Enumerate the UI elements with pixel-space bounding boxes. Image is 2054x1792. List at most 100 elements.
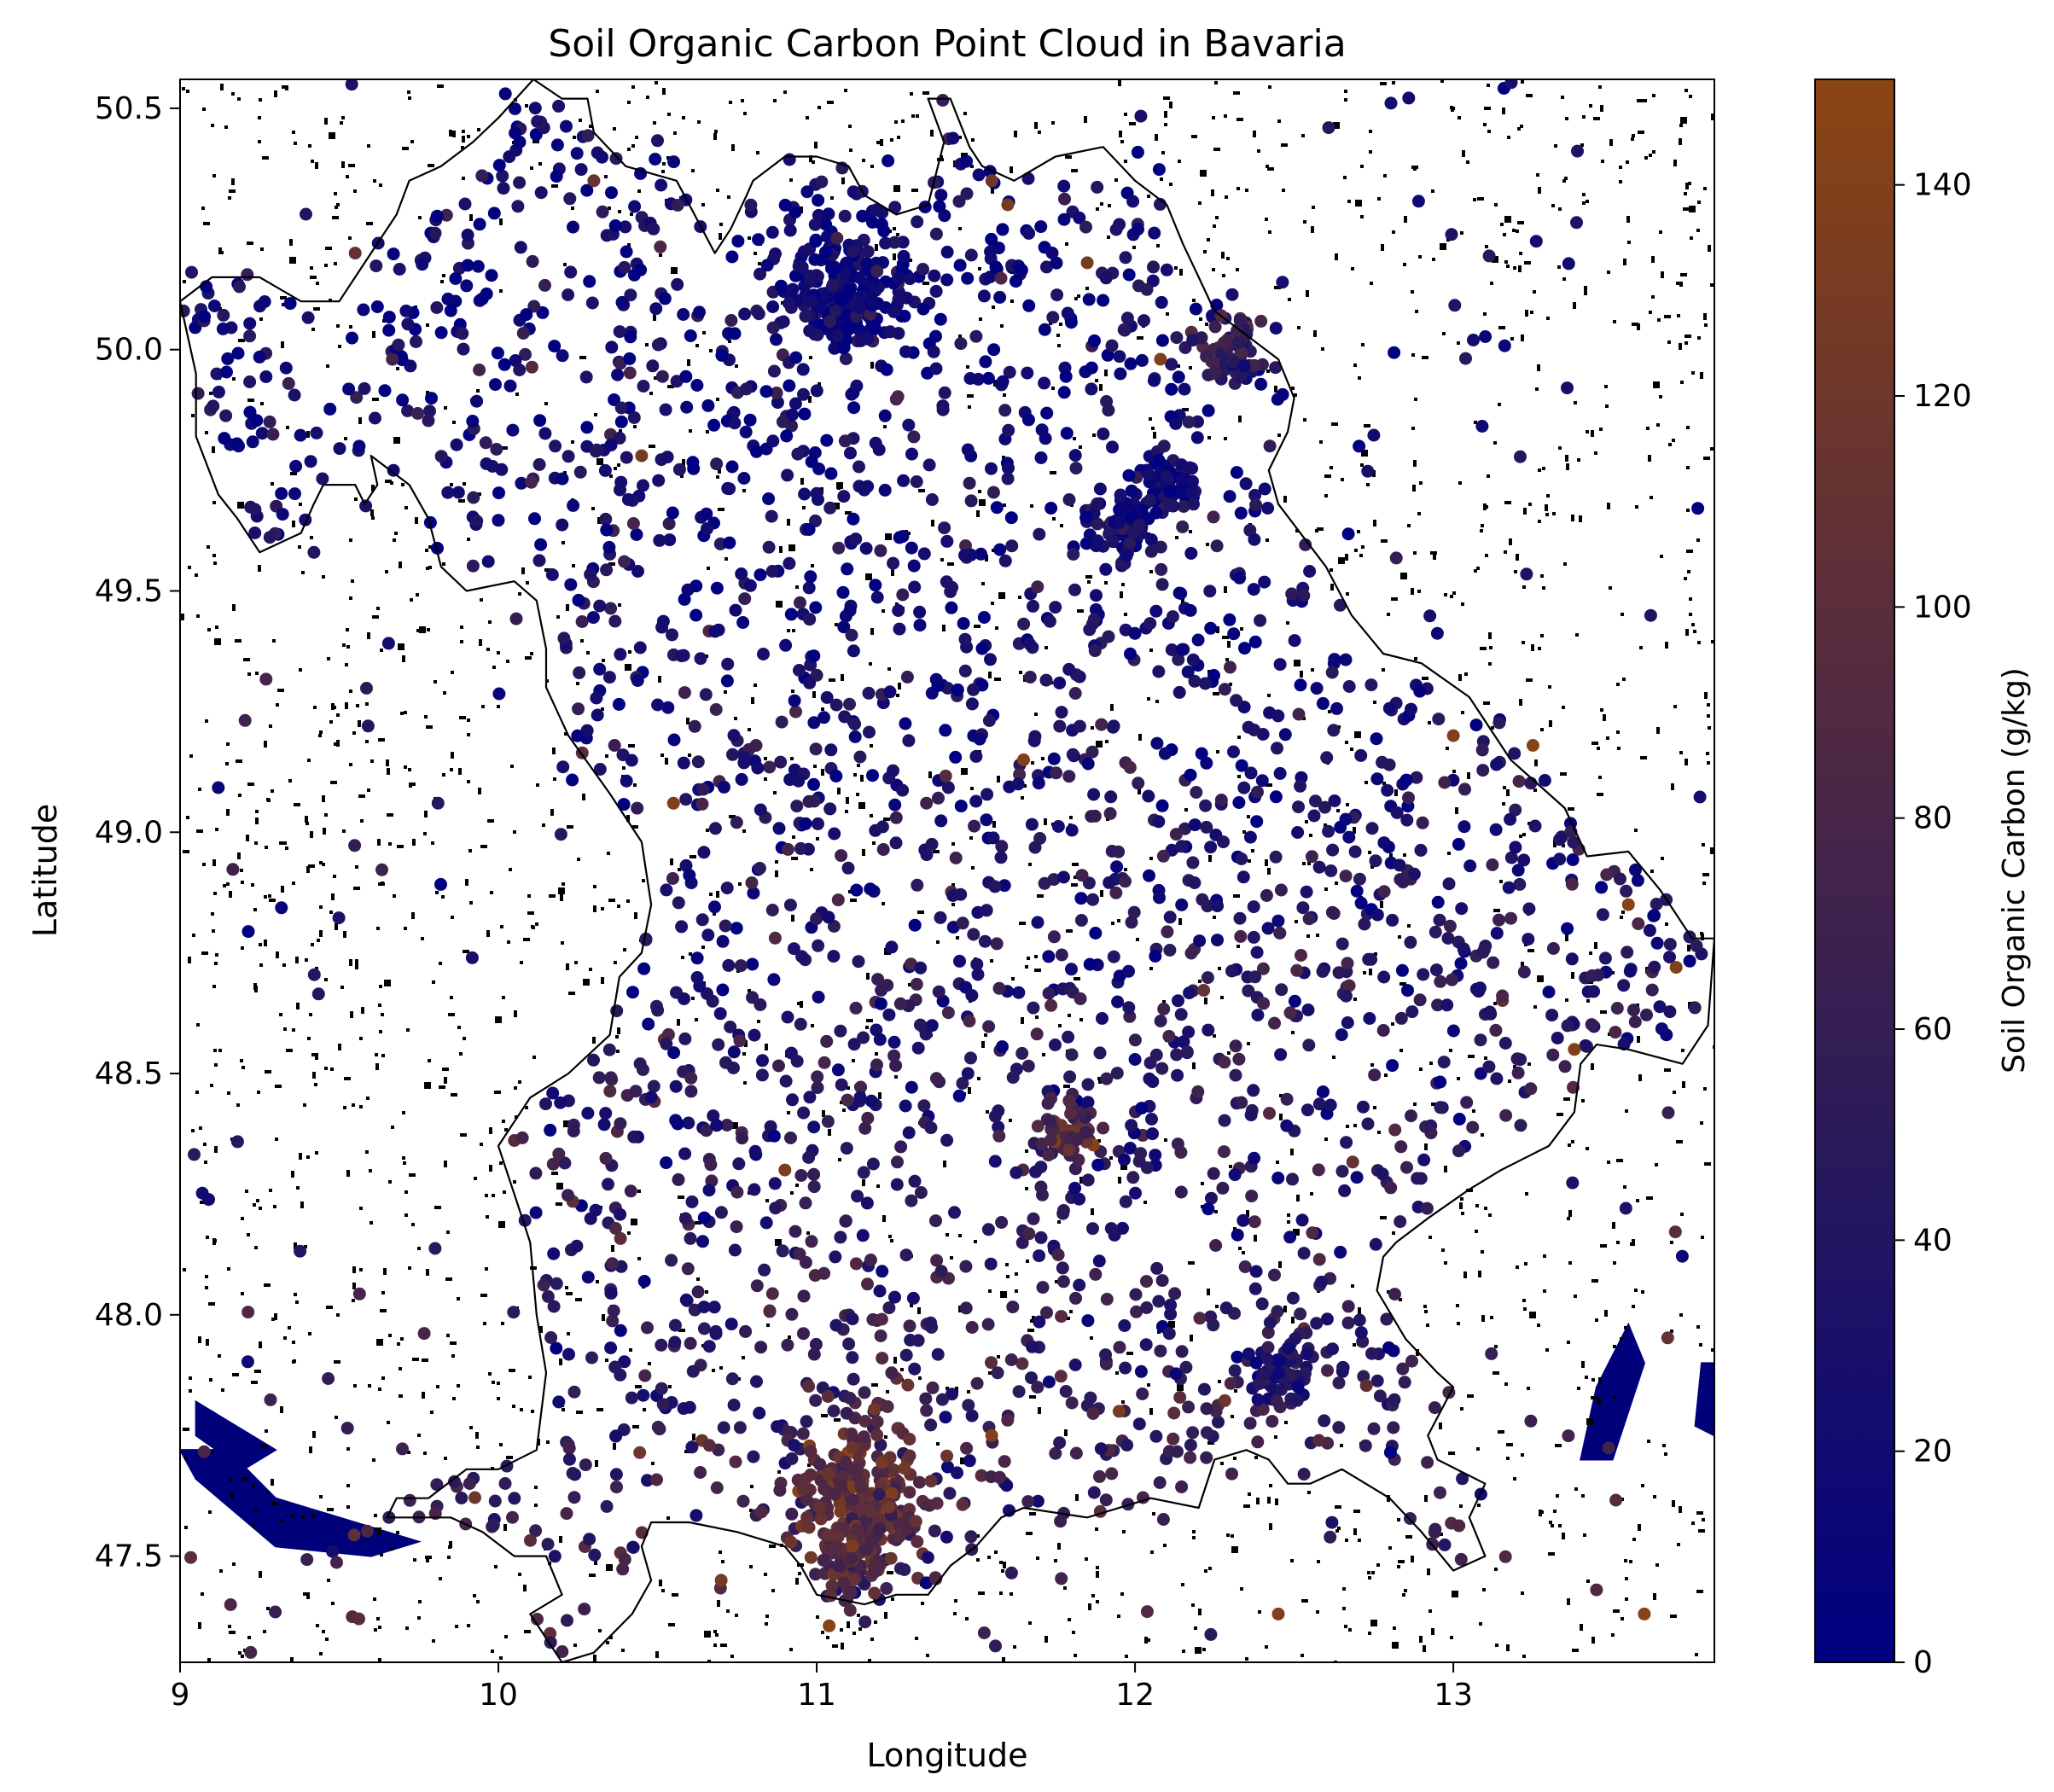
soc-point (1448, 299, 1462, 312)
soc-point (294, 1244, 307, 1258)
soc-point (869, 579, 882, 592)
soc-point (587, 174, 601, 188)
soc-point (730, 816, 743, 829)
soc-point (1614, 872, 1626, 886)
soc-point (1511, 1066, 1525, 1079)
soc-point (977, 289, 991, 303)
soc-point (892, 604, 905, 617)
soc-point (1112, 516, 1126, 530)
soc-point (941, 682, 955, 695)
soc-point (1452, 1113, 1466, 1126)
soc-point (1235, 759, 1248, 772)
soc-point (1579, 1039, 1592, 1052)
soc-point (1193, 934, 1207, 948)
soc-point (907, 430, 921, 444)
soc-point (614, 1207, 627, 1221)
soc-point (550, 138, 564, 152)
soc-point (914, 1186, 928, 1199)
soc-point (956, 1077, 969, 1090)
soc-point (1553, 852, 1567, 866)
soc-point (1644, 608, 1657, 622)
soc-point (903, 272, 916, 286)
soc-point (593, 763, 607, 776)
soc-point (1065, 1396, 1079, 1410)
soc-point (802, 523, 816, 536)
soc-point (564, 265, 578, 279)
soc-point (1223, 613, 1236, 626)
soc-point (1139, 1338, 1153, 1352)
soc-point (812, 991, 825, 1004)
soc-point (304, 455, 317, 468)
soc-point (880, 1582, 893, 1595)
soc-point (1088, 644, 1102, 658)
soc-point (1135, 1102, 1149, 1115)
soc-point (1031, 580, 1044, 594)
soc-point (1359, 1379, 1373, 1393)
soc-point (1068, 449, 1082, 463)
soc-point (666, 628, 678, 642)
soc-point (1057, 386, 1071, 399)
soc-point (1438, 776, 1452, 789)
colorbar-label: Soil Organic Carbon (g/kg) (1997, 667, 2032, 1073)
soc-point (1057, 179, 1071, 193)
soc-point (1261, 1326, 1275, 1340)
soc-point (300, 207, 312, 221)
soc-point (707, 418, 721, 432)
soc-point (1184, 1451, 1197, 1464)
soc-point (485, 269, 498, 282)
soc-point (684, 329, 697, 342)
soc-point (798, 487, 812, 501)
soc-point (818, 711, 830, 724)
soc-point (1155, 1062, 1169, 1075)
soc-point (1034, 1161, 1048, 1174)
soc-point (715, 348, 729, 362)
soc-point (785, 1307, 799, 1321)
soc-point (911, 215, 924, 229)
soc-point (1217, 1145, 1231, 1159)
soc-point (732, 1157, 746, 1171)
soc-point (824, 1589, 838, 1603)
soc-point (1598, 951, 1612, 965)
soc-point (1055, 948, 1068, 962)
soc-point (985, 174, 998, 188)
soc-point (644, 1091, 658, 1104)
soc-point (865, 215, 879, 229)
soc-point (884, 1551, 898, 1565)
soc-point (930, 1254, 944, 1267)
soc-point (1423, 609, 1437, 623)
soc-point (1522, 933, 1535, 946)
chart-title: Soil Organic Carbon Point Cloud in Bavar… (548, 22, 1346, 66)
soc-point (1434, 1486, 1446, 1499)
soc-point (1034, 451, 1048, 464)
soc-point (857, 1166, 870, 1179)
soc-point (1165, 382, 1178, 396)
soc-point (1062, 662, 1076, 676)
soc-point (1188, 818, 1202, 832)
soc-point (1683, 930, 1696, 944)
soc-point (889, 1059, 903, 1073)
soc-point (1512, 775, 1526, 788)
soc-point (466, 415, 480, 428)
soc-point (633, 1446, 647, 1459)
soc-point (696, 783, 710, 796)
soc-point (581, 1271, 595, 1284)
soc-point (658, 292, 672, 305)
soc-point (574, 163, 588, 177)
soc-point (1247, 900, 1260, 914)
soc-point (975, 642, 989, 655)
soc-point (1363, 1012, 1376, 1025)
soc-point (1668, 1225, 1682, 1239)
soc-point (1297, 1468, 1311, 1481)
soc-point (1339, 653, 1353, 666)
soc-point (1090, 589, 1103, 602)
soc-point (1107, 950, 1120, 963)
soc-point (609, 1468, 623, 1481)
soc-point (1675, 1249, 1689, 1263)
soc-point (1511, 864, 1525, 877)
soc-point (846, 1351, 859, 1364)
soc-point (524, 1533, 537, 1547)
soc-point (1237, 781, 1251, 794)
soc-point (463, 1477, 476, 1490)
soc-point (1017, 753, 1030, 766)
soc-point (1099, 562, 1113, 576)
